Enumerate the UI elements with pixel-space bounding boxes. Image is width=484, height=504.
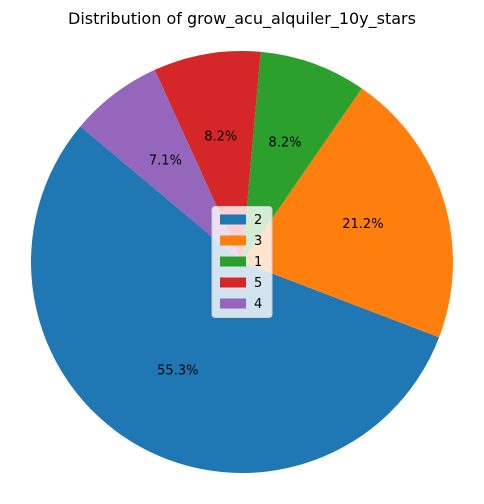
- legend: 2 3 1 5 4: [211, 206, 273, 318]
- legend-swatch-3: [220, 235, 246, 246]
- percent-label-1: 8.2%: [268, 135, 301, 150]
- percent-label-2: 55.3%: [157, 364, 198, 379]
- chart-title: Distribution of grow_acu_alquiler_10y_st…: [68, 9, 416, 29]
- legend-swatch-5: [220, 277, 246, 288]
- pie-slice-4: [80, 69, 242, 262]
- percent-label-3: 21.2%: [342, 217, 383, 232]
- legend-swatch-2: [220, 214, 246, 225]
- percent-label-4: 7.1%: [149, 154, 182, 169]
- legend-label-1: 1: [254, 255, 262, 270]
- pie-slice-3: [242, 88, 453, 338]
- percent-labels: 55.3% 21.2% 8.2% 8.2% 7.1%: [149, 130, 384, 379]
- legend-label-5: 5: [254, 276, 262, 291]
- legend-label-4: 4: [254, 297, 262, 312]
- legend-label-3: 3: [254, 234, 262, 249]
- legend-swatch-4: [220, 298, 246, 309]
- percent-label-5: 8.2%: [204, 130, 237, 145]
- legend-label-2: 2: [254, 213, 262, 228]
- legend-swatch-1: [220, 256, 246, 267]
